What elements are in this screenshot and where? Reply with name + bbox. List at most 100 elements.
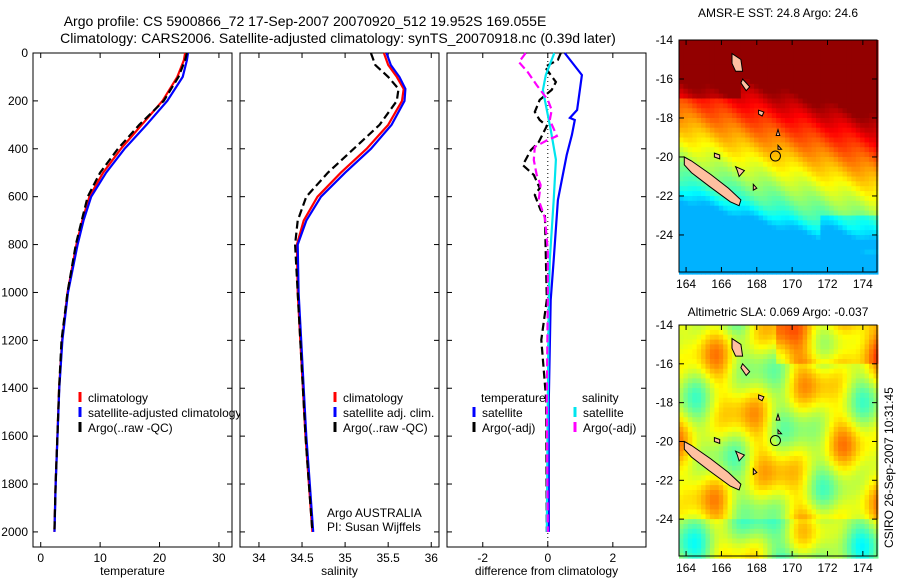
- sst-cell: [811, 191, 817, 197]
- sst-cell: [864, 171, 870, 178]
- sst-cell: [873, 74, 879, 80]
- sst-cell: [754, 137, 760, 143]
- sst-cell: [683, 171, 689, 178]
- sla-cell: [679, 470, 684, 477]
- sst-cell: [793, 54, 799, 61]
- sst-cell: [793, 235, 799, 241]
- sla-cell: [687, 329, 693, 336]
- sla-cell: [732, 446, 737, 452]
- sla-cell: [727, 509, 733, 515]
- sla-cell: [842, 538, 848, 544]
- sst-cell: [816, 235, 821, 241]
- sla-cell: [785, 436, 791, 443]
- sla-cell: [824, 431, 830, 438]
- sst-cell: [679, 108, 684, 114]
- sla-cell: [789, 344, 795, 350]
- sla-cell: [714, 548, 720, 554]
- sst-cell: [696, 127, 702, 134]
- sla-cell: [754, 436, 760, 443]
- sst-cell: [745, 205, 751, 212]
- sst-cell: [705, 186, 711, 192]
- sst-cell: [679, 118, 684, 124]
- sst-cell: [807, 176, 813, 182]
- sla-cell: [687, 485, 693, 491]
- sla-cell: [745, 446, 751, 452]
- sst-cell: [732, 181, 737, 187]
- sst-cell: [816, 215, 821, 221]
- sst-cell: [838, 74, 844, 80]
- sla-cell: [842, 543, 848, 549]
- lon-tick-label: 170: [782, 277, 802, 291]
- sla-cell: [829, 368, 835, 375]
- sst-cell: [776, 142, 782, 148]
- sst-cell: [745, 259, 751, 265]
- sst-cell: [816, 49, 821, 56]
- sla-cell: [776, 407, 782, 413]
- sst-cell: [833, 259, 839, 265]
- sla-cell: [869, 383, 874, 389]
- sst-cell: [745, 79, 751, 85]
- sla-cell: [798, 490, 804, 496]
- sst-cell: [714, 40, 720, 46]
- sla-cell: [873, 397, 879, 404]
- sst-cell: [736, 249, 742, 256]
- sst-cell: [763, 93, 768, 100]
- sst-cell: [873, 147, 879, 153]
- sla-cell: [727, 533, 733, 540]
- sst-cell: [846, 205, 852, 212]
- sla-cell: [692, 504, 698, 511]
- sst-cell: [864, 142, 870, 148]
- sla-cell: [855, 490, 861, 496]
- sst-cell: [860, 137, 866, 143]
- sst-cell: [824, 49, 830, 56]
- sla-cell: [736, 325, 742, 331]
- sla-cell: [714, 543, 720, 549]
- sst-cell: [705, 79, 711, 85]
- sst-cell: [807, 152, 813, 158]
- sst-cell: [771, 264, 777, 270]
- sla-cell: [824, 383, 830, 389]
- sst-cell: [683, 186, 689, 192]
- sst-cell: [732, 74, 737, 80]
- sla-cell: [860, 509, 866, 515]
- sst-cell: [740, 176, 746, 182]
- sla-cell: [736, 388, 742, 394]
- sla-cell: [807, 514, 813, 520]
- sst-cell: [683, 108, 689, 114]
- sla-cell: [692, 363, 698, 370]
- sla-cell: [687, 402, 693, 409]
- sla-cell: [807, 480, 813, 486]
- sla-cell: [740, 417, 746, 423]
- sst-cell: [758, 59, 764, 65]
- sst-cell: [763, 191, 768, 197]
- sst-cell: [780, 239, 786, 246]
- sst-cell: [701, 196, 707, 202]
- sla-cell: [860, 388, 866, 394]
- sst-cell: [829, 113, 835, 119]
- sla-cell: [851, 417, 857, 423]
- sla-cell: [727, 456, 733, 462]
- sst-cell: [696, 249, 702, 256]
- sla-cell: [820, 524, 826, 530]
- sla-cell: [758, 325, 764, 331]
- sst-cell: [860, 186, 866, 192]
- sst-cell: [785, 171, 791, 178]
- sst-cell: [683, 122, 689, 129]
- sla-cell: [771, 329, 777, 336]
- sla-cell: [780, 325, 786, 331]
- sla-cell: [687, 543, 693, 549]
- sst-cell: [705, 59, 711, 65]
- sst-cell: [736, 147, 742, 153]
- sst-cell: [740, 54, 746, 61]
- sla-cell: [824, 334, 830, 341]
- sla-cell: [811, 354, 817, 360]
- sst-cell: [789, 200, 795, 207]
- sst-cell: [687, 137, 693, 143]
- sla-cell: [754, 397, 760, 404]
- sst-cell: [714, 220, 720, 226]
- sla-cell: [679, 412, 684, 418]
- sst-cell: [785, 200, 791, 207]
- sst-cell: [732, 215, 737, 221]
- sst-cell: [855, 152, 861, 158]
- sla-cell: [701, 504, 707, 511]
